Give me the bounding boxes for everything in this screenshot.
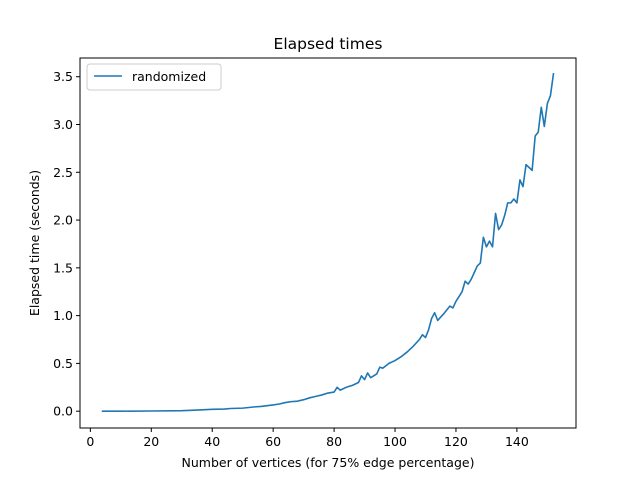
y-tick-label: 0.0 [53, 404, 73, 419]
x-tick-label: 140 [505, 434, 529, 449]
x-axis-label: Number of vertices (for 75% edge percent… [182, 455, 475, 470]
y-tick-label: 2.5 [53, 165, 73, 180]
x-tick-label: 40 [204, 434, 220, 449]
series-line-randomized [101, 72, 555, 412]
x-tick-label: 0 [86, 434, 94, 449]
y-axis-label: Elapsed time (seconds) [27, 170, 42, 316]
x-tick-label: 100 [383, 434, 407, 449]
y-tick-label: 2.0 [53, 213, 73, 228]
legend-label: randomized [132, 69, 206, 84]
x-tick-label: 120 [444, 434, 468, 449]
x-tick-label: 20 [143, 434, 159, 449]
y-tick-label: 3.0 [53, 117, 73, 132]
y-tick-label: 3.5 [53, 69, 73, 84]
y-tick-label: 1.0 [53, 308, 73, 323]
x-tick-label: 60 [265, 434, 281, 449]
x-tick-label: 80 [326, 434, 342, 449]
y-tick-label: 1.5 [53, 260, 73, 275]
chart-title: Elapsed times [274, 35, 383, 53]
y-tick-label: 0.5 [53, 356, 73, 371]
plot-area: 0 20 40 60 80 100 120 140 0.0 0.5 1.0 1.5 2.0 2.5 3.0 3… [53, 69, 555, 449]
legend: randomized [86, 63, 222, 91]
legend-box [86, 63, 222, 91]
axes-frame [79, 57, 577, 429]
